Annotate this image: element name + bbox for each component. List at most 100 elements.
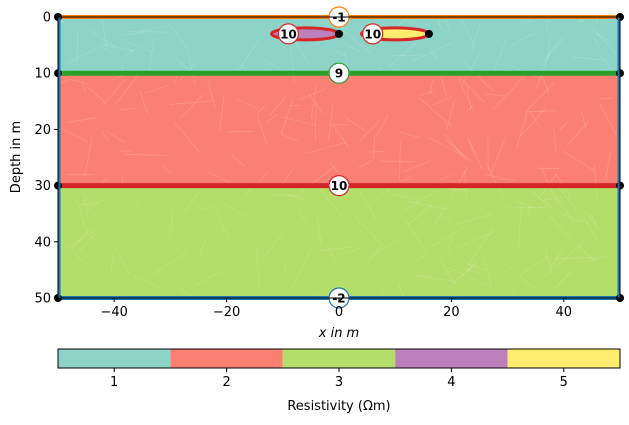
mesh-edge [504, 263, 535, 289]
mesh-edge [401, 176, 413, 181]
mesh-edge [344, 42, 361, 53]
mesh-edge [192, 270, 224, 288]
mesh-edge [110, 253, 115, 274]
mesh-edge [516, 110, 528, 149]
mesh-edge [126, 41, 153, 53]
mesh-edge [492, 84, 518, 110]
mesh-edge [84, 137, 93, 177]
mesh-edge [76, 29, 79, 66]
boundary-marker-circle [328, 62, 350, 84]
mesh-edge [131, 203, 141, 211]
mesh-edge [466, 258, 478, 273]
mesh-edge [580, 110, 587, 129]
mesh-edge [398, 131, 422, 139]
y-tick-label: 0 [43, 11, 51, 26]
mesh-edge [113, 243, 130, 275]
mesh-edge [169, 100, 215, 105]
colorbar-tick-label: 3 [335, 375, 343, 390]
mesh-edge [202, 206, 213, 210]
mesh-edge [101, 131, 110, 142]
mesh-edge [543, 35, 563, 63]
boundary-marker-label: 9 [335, 67, 343, 81]
mesh-edge [447, 233, 454, 253]
mesh-edge [571, 56, 604, 61]
mesh-edge [528, 110, 558, 112]
mesh-edge [187, 50, 196, 87]
mesh-edge [525, 17, 537, 24]
mesh-edge [292, 248, 312, 288]
mesh-edge [447, 266, 477, 281]
mesh-edge [175, 57, 200, 80]
mesh-edge [65, 229, 98, 250]
mesh-edge [389, 42, 417, 67]
mesh-edge [466, 104, 473, 113]
mesh-edge [283, 262, 288, 273]
mesh-edge [58, 222, 59, 224]
mesh-edge [317, 246, 351, 252]
y-tick-label: 30 [34, 179, 51, 194]
mesh-edge [450, 166, 469, 199]
mesh-edge [81, 82, 86, 93]
mesh-edge [554, 256, 598, 260]
mesh-edge [66, 228, 90, 256]
mesh-edge [428, 137, 462, 155]
mesh-edge [221, 202, 248, 218]
mesh-edge [429, 45, 438, 61]
inclusion-marker-label: 10 [364, 27, 381, 41]
x-tick-label: 40 [556, 305, 573, 320]
mesh-edge [462, 60, 494, 92]
mesh-edge [396, 17, 410, 27]
x-tick-label: 0 [335, 305, 343, 320]
plot-area [58, 17, 620, 298]
mesh-edge [467, 137, 475, 155]
mesh-edge [551, 189, 574, 223]
mesh-edge [415, 274, 432, 278]
layer-3-fill [58, 185, 620, 298]
mesh-edge [150, 251, 188, 277]
mesh-edge [124, 154, 167, 156]
mesh-edge [557, 186, 578, 211]
mesh-edge [73, 252, 89, 266]
mesh-edge [430, 226, 465, 248]
colorbar-segment [507, 349, 620, 368]
inclusion-marker-circle [362, 23, 384, 45]
mesh-edge [466, 86, 472, 112]
mesh-edge [467, 263, 487, 272]
mesh-edge [555, 272, 571, 289]
mesh-edge [373, 136, 375, 160]
mesh-edge [443, 17, 451, 33]
mesh-edge [413, 253, 429, 263]
colorbar-tick-label: 5 [560, 375, 568, 390]
mesh-edge [174, 121, 200, 153]
mesh-edge [586, 255, 606, 262]
colorbar-tick-label: 2 [222, 375, 230, 390]
mesh-edge [402, 160, 431, 173]
mesh-edge [314, 183, 343, 216]
mesh-edge [161, 165, 172, 173]
mesh-edge [412, 41, 454, 62]
mesh-edge [304, 141, 347, 155]
mesh-edge [124, 49, 135, 57]
mesh-edge [367, 244, 383, 265]
mesh-edge [139, 90, 148, 114]
boundary-marker-label: 10 [331, 179, 348, 193]
mesh-edge [167, 220, 173, 238]
mesh-edge [494, 37, 508, 70]
mesh-edge [444, 138, 472, 162]
mesh-edge [58, 53, 59, 55]
mesh-edge [441, 215, 453, 224]
mesh-edge [207, 79, 216, 109]
mesh-edge [514, 77, 525, 85]
mesh-edge [399, 141, 401, 180]
y-tick-label: 10 [34, 67, 51, 82]
y-tick-label: 50 [34, 292, 51, 307]
mesh-edge [265, 114, 277, 124]
inclusion-marker-circle [277, 23, 300, 45]
mesh-edge [593, 37, 600, 48]
mesh-edge [547, 31, 552, 59]
mesh-edge [236, 98, 258, 109]
mesh-edge [122, 31, 146, 36]
mesh-edge [119, 107, 138, 111]
mesh-edge [576, 243, 597, 264]
